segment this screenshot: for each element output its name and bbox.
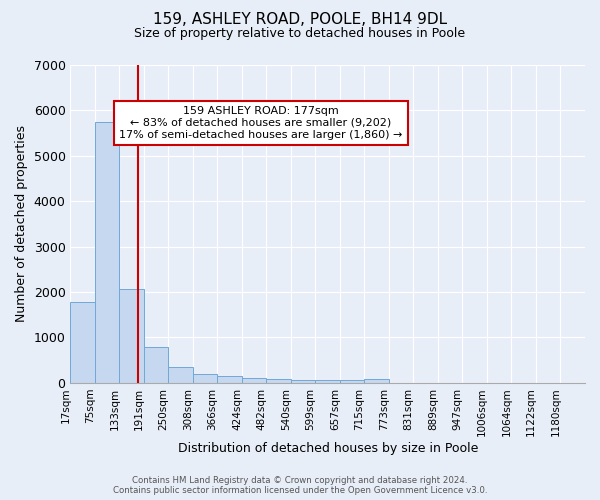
Bar xyxy=(340,380,364,383)
Bar xyxy=(266,378,291,383)
Bar xyxy=(316,380,340,383)
Bar xyxy=(144,346,169,383)
Bar xyxy=(217,376,242,383)
Bar xyxy=(242,378,266,383)
Bar xyxy=(193,374,217,383)
Text: Contains HM Land Registry data © Crown copyright and database right 2024.
Contai: Contains HM Land Registry data © Crown c… xyxy=(113,476,487,495)
Bar xyxy=(364,378,389,383)
Text: Size of property relative to detached houses in Poole: Size of property relative to detached ho… xyxy=(134,28,466,40)
Text: 159 ASHLEY ROAD: 177sqm
← 83% of detached houses are smaller (9,202)
17% of semi: 159 ASHLEY ROAD: 177sqm ← 83% of detache… xyxy=(119,106,403,140)
Bar xyxy=(291,380,316,383)
Bar xyxy=(169,368,193,383)
Y-axis label: Number of detached properties: Number of detached properties xyxy=(15,126,28,322)
Text: 159, ASHLEY ROAD, POOLE, BH14 9DL: 159, ASHLEY ROAD, POOLE, BH14 9DL xyxy=(153,12,447,28)
X-axis label: Distribution of detached houses by size in Poole: Distribution of detached houses by size … xyxy=(178,442,478,455)
Bar xyxy=(70,302,95,383)
Bar xyxy=(95,122,119,383)
Bar xyxy=(119,290,144,383)
